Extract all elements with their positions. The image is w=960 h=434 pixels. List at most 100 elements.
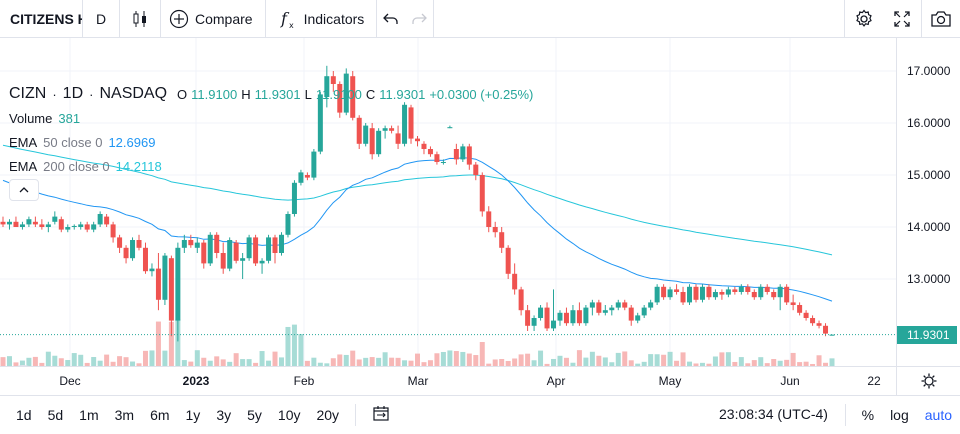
candle-body <box>240 258 246 261</box>
legend-dot: · <box>89 86 94 102</box>
compare-button[interactable]: Compare <box>161 0 265 38</box>
fullscreen-button[interactable] <box>883 0 921 38</box>
candle-body <box>499 232 505 248</box>
candle-body <box>699 286 705 300</box>
volume-bar <box>667 351 673 366</box>
candle-body <box>570 310 576 324</box>
candle-body <box>440 162 446 163</box>
volume-bar <box>78 354 84 366</box>
symbol-search-button[interactable]: CITIZENS HOLDING <box>0 0 82 38</box>
clock-timezone[interactable]: 23:08:34 (UTC-4) <box>719 406 828 422</box>
volume-bar <box>97 360 103 366</box>
candle-body <box>369 128 375 155</box>
price-tick: 13.0000 <box>907 272 951 286</box>
volume-bar <box>214 356 220 366</box>
candle-body <box>402 104 408 144</box>
snapshot-button[interactable] <box>922 0 960 38</box>
goto-date-button[interactable] <box>364 405 398 424</box>
volume-bar <box>499 358 505 366</box>
interval-label: D <box>95 10 107 27</box>
indicators-label: Indicators <box>303 10 365 27</box>
time-tick: Feb <box>293 374 315 388</box>
legend-exchange: NASDAQ <box>99 85 168 102</box>
range-3y-button[interactable]: 3y <box>216 406 232 423</box>
volume-bar <box>505 360 511 366</box>
legend-collapse-button[interactable] <box>9 179 39 201</box>
chevron-up-icon <box>19 187 29 193</box>
interval-button[interactable]: D <box>83 0 119 38</box>
volume-bar <box>466 353 472 366</box>
legend-main-row: CIZN · 1D · NASDAQ O 11.9100 H 11.9301 L 11… <box>9 82 533 106</box>
volume-bar <box>71 353 77 366</box>
settings-button[interactable] <box>845 0 883 38</box>
range-10y-button[interactable]: 10y <box>277 406 301 423</box>
candle-body <box>810 318 816 324</box>
legend-ema200-row[interactable]: EMA 200 close 0 14.2118 <box>9 154 533 178</box>
range-5d-button[interactable]: 5d <box>47 406 64 423</box>
auto-scale-button[interactable]: auto <box>924 407 952 423</box>
undo-icon <box>383 13 398 24</box>
volume-bar <box>39 362 45 366</box>
range-1y-button[interactable]: 1y <box>185 406 201 423</box>
candle-body <box>52 216 58 222</box>
candle-body <box>453 149 459 160</box>
range-20y-button[interactable]: 20y <box>316 406 340 423</box>
legend-ema50-row[interactable]: EMA 50 close 0 12.6969 <box>9 130 533 154</box>
volume-bar <box>803 361 809 366</box>
volume-bar <box>52 355 58 366</box>
volume-bar <box>149 350 155 366</box>
candle-body <box>641 307 647 316</box>
volume-bar <box>220 359 226 366</box>
candle-body <box>259 260 265 264</box>
range-1m-button[interactable]: 1m <box>79 406 99 423</box>
range-5y-button[interactable]: 5y <box>247 406 262 423</box>
percent-scale-button[interactable]: % <box>861 407 875 423</box>
volume-bar <box>680 352 686 366</box>
candle-body <box>181 240 187 248</box>
axis-settings-button[interactable] <box>896 366 960 395</box>
volume-bar <box>557 355 563 366</box>
price-chart[interactable] <box>0 38 896 366</box>
low-key: L <box>304 86 312 102</box>
ema50-line <box>2 157 833 302</box>
volume-bar <box>531 360 537 366</box>
volume-bar <box>453 351 459 366</box>
volume-bar <box>343 354 349 366</box>
chart-type-button[interactable] <box>120 0 160 38</box>
chart-pane[interactable]: CIZN · 1D · NASDAQ O 11.9100 H 11.9301 L 11… <box>0 38 896 366</box>
volume-bar <box>777 360 783 366</box>
candle-body <box>382 128 388 131</box>
ema50-path <box>2 157 833 302</box>
time-axis[interactable]: Dec 2023 Feb Mar Apr May Jun 22 <box>0 366 896 395</box>
price-tick: 14.0000 <box>907 220 951 234</box>
range-6m-button[interactable]: 6m <box>150 406 170 423</box>
candle-body <box>538 307 544 318</box>
volume-bar <box>201 357 207 366</box>
candle-body <box>505 247 511 274</box>
undo-button[interactable] <box>377 0 405 38</box>
candle-body <box>220 253 226 269</box>
log-scale-button[interactable]: log <box>890 407 909 423</box>
volume-bar <box>136 363 142 366</box>
legend-volume-row[interactable]: Volume 381 <box>9 106 533 130</box>
candle-body <box>285 214 291 235</box>
range-3m-button[interactable]: 3m <box>114 406 135 423</box>
candle-body <box>460 146 466 160</box>
range-1d-button[interactable]: 1d <box>16 406 32 423</box>
price-axis[interactable]: 17.0000 16.0000 15.0000 14.0000 13.0000 … <box>896 38 960 366</box>
candle-body <box>188 240 194 246</box>
volume-bar <box>117 356 123 366</box>
candle-body <box>330 76 336 84</box>
high-key: H <box>241 86 251 102</box>
volume-bar <box>641 361 647 366</box>
candle-body <box>136 240 142 248</box>
legend-symbol[interactable]: CIZN <box>9 85 47 102</box>
volume-bar <box>699 362 705 366</box>
volume-bar <box>447 350 453 366</box>
candle-body <box>829 334 835 336</box>
redo-button[interactable] <box>405 0 433 38</box>
open-value: 11.9100 <box>191 86 238 102</box>
candle-body <box>123 247 129 259</box>
volume-bar <box>790 352 796 366</box>
